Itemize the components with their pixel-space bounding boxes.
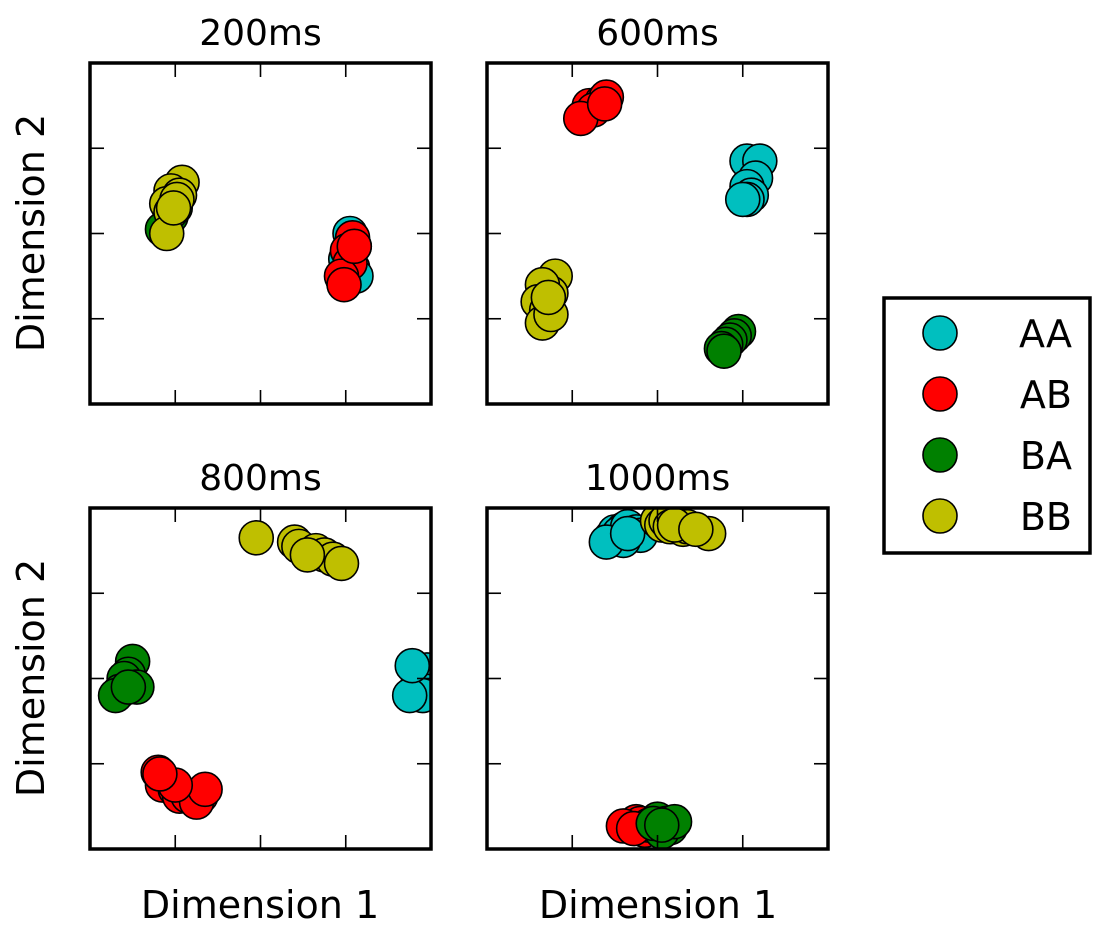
point-ab <box>326 266 362 303</box>
legend-label-ba: BA <box>1020 434 1072 478</box>
point-bb <box>678 511 714 548</box>
point-aa <box>391 677 428 714</box>
x-axis-label: Dimension 1 <box>539 883 777 927</box>
panel-1: 200ms <box>88 13 433 406</box>
legend-marker-ab <box>922 376 958 412</box>
point-ab <box>142 756 178 792</box>
axes-frame <box>485 61 830 406</box>
y-axis-label: Dimension 2 <box>9 559 53 797</box>
legend-marker-aa <box>922 315 958 351</box>
axes-frame <box>88 61 433 406</box>
legend-marker-ba <box>922 437 958 473</box>
point-bb <box>238 520 275 556</box>
point-aa <box>724 181 761 218</box>
scatter-points <box>588 508 727 849</box>
point-bb <box>155 190 192 226</box>
legend-label-bb: BB <box>1020 495 1072 539</box>
y-axis-label: Dimension 2 <box>9 114 53 352</box>
panel-2: 600ms <box>485 13 830 406</box>
panel-3: 800ms <box>88 458 433 851</box>
point-bb <box>289 537 326 573</box>
point-bb <box>323 545 360 582</box>
x-axis-label: Dimension 1 <box>141 883 379 927</box>
legend-box <box>882 296 1092 555</box>
legend: AA AB BA BB <box>882 296 1092 555</box>
point-aa <box>609 515 646 552</box>
point-ba <box>643 807 680 843</box>
panel-title: 800ms <box>199 458 322 499</box>
point-ab <box>586 86 623 122</box>
panel-title: 200ms <box>199 13 322 54</box>
point-bb <box>530 279 567 316</box>
scatter-points <box>97 520 431 820</box>
legend-marker-bb <box>922 498 958 534</box>
point-ab <box>336 228 373 265</box>
point-ba <box>110 669 147 705</box>
panel-4: 1000ms <box>485 458 830 851</box>
axes-frame <box>485 506 830 851</box>
legend-label-ab: AB <box>1020 373 1072 417</box>
scatter-points <box>144 164 374 303</box>
point-ab <box>187 771 223 808</box>
point-ba <box>706 333 742 369</box>
point-aa <box>394 647 431 684</box>
panel-title: 1000ms <box>585 458 730 499</box>
scatter-points <box>520 79 778 369</box>
legend-label-aa: AA <box>1019 312 1072 356</box>
panel-title: 600ms <box>596 13 719 54</box>
